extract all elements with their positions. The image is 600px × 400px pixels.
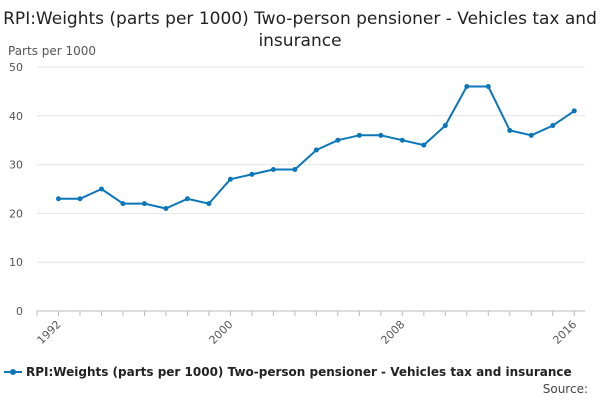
data-point <box>356 132 362 138</box>
y-tick-label: 50 <box>9 61 23 74</box>
chart-title: RPI:Weights (parts per 1000) Two-person … <box>3 9 597 51</box>
data-point <box>335 137 341 143</box>
data-point <box>571 108 577 114</box>
data-point <box>421 142 427 148</box>
data-point <box>485 84 491 90</box>
legend-label: RPI:Weights (parts per 1000) Two-person … <box>26 365 572 379</box>
x-tick-label: 1992 <box>35 318 64 347</box>
y-tick-label: 20 <box>9 207 23 220</box>
data-point <box>550 123 556 129</box>
x-tick-label: 2008 <box>378 318 407 347</box>
data-point <box>528 132 534 138</box>
y-tick-label: 30 <box>9 159 23 172</box>
y-tick-label: 40 <box>9 110 23 123</box>
data-point <box>313 147 319 153</box>
y-axis-label: Parts per 1000 <box>8 44 97 58</box>
data-point <box>77 196 83 202</box>
data-point <box>184 196 190 202</box>
legend-swatch-icon <box>4 366 22 378</box>
data-point <box>378 132 384 138</box>
data-point <box>98 186 104 192</box>
data-point <box>55 196 61 202</box>
data-point <box>227 176 233 182</box>
data-point <box>507 127 513 133</box>
data-point <box>292 166 298 172</box>
y-tick-label: 0 <box>16 305 23 318</box>
data-point <box>163 206 169 212</box>
data-point <box>249 171 255 177</box>
data-point <box>120 201 126 207</box>
data-point <box>206 201 212 207</box>
x-tick-label: 2000 <box>207 318 236 347</box>
x-tick-label: 2016 <box>550 318 579 347</box>
data-point <box>399 137 405 143</box>
data-point <box>464 84 470 90</box>
data-point <box>442 123 448 129</box>
source-label: Source: <box>542 382 588 396</box>
y-tick-label: 10 <box>9 256 23 269</box>
legend[interactable]: RPI:Weights (parts per 1000) Two-person … <box>4 365 600 379</box>
data-point <box>270 166 276 172</box>
data-point <box>141 201 147 207</box>
